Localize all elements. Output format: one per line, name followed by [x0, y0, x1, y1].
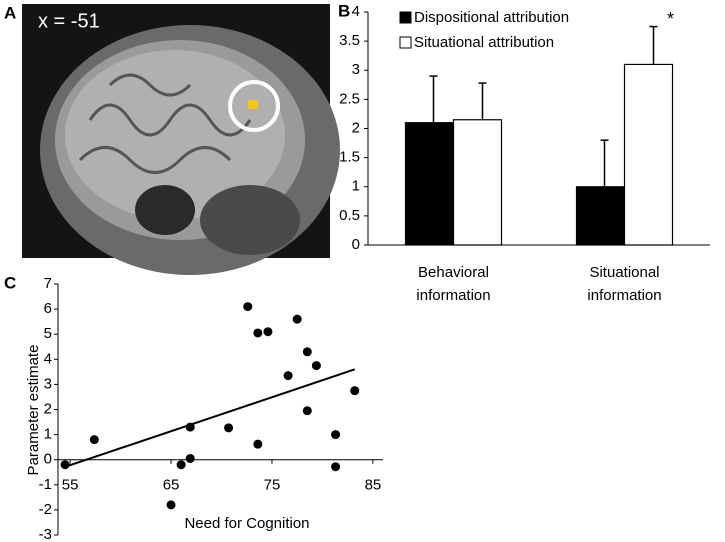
- x-tick-label: 85: [365, 477, 382, 494]
- y-tick-label: 0: [44, 451, 52, 468]
- point: [176, 460, 186, 470]
- y-axis-label: Parameter estimate: [25, 345, 42, 476]
- point: [253, 328, 263, 338]
- y-tick-label: 1: [352, 178, 360, 195]
- x-tick-label: 55: [62, 477, 79, 494]
- legend-label: Situational attribution: [414, 34, 554, 51]
- x-axis-label: Need for Cognition: [184, 515, 309, 532]
- y-tick-label: 3: [352, 61, 360, 78]
- point: [283, 371, 293, 381]
- bar: [404, 122, 455, 246]
- point: [302, 347, 312, 357]
- point: [166, 500, 176, 510]
- legend-swatch: [399, 36, 412, 49]
- y-tick-label: 2: [44, 400, 52, 417]
- y-tick-label: 0.5: [339, 207, 360, 224]
- slice-annotation: x = -51: [38, 10, 100, 32]
- y-tick-label: 5: [44, 325, 52, 342]
- point: [331, 430, 341, 440]
- y-tick-label: 6: [44, 300, 52, 317]
- point: [243, 302, 253, 312]
- fit-line: [63, 368, 356, 469]
- bar: [623, 63, 674, 246]
- y-tick-label: 1: [44, 426, 52, 443]
- y-tick-label: 1.5: [339, 149, 360, 166]
- x-tick-label: Behavioral information: [416, 264, 490, 304]
- x-tick-label: 65: [163, 477, 180, 494]
- point: [89, 435, 99, 445]
- y-tick-label: 7: [44, 275, 52, 292]
- y-tick-label: 0: [352, 236, 360, 253]
- legend-swatch: [399, 11, 412, 24]
- point: [311, 361, 321, 371]
- brain-image: [22, 4, 340, 275]
- y-tick-label: 4: [352, 3, 360, 20]
- point: [185, 453, 195, 463]
- annotation: *: [667, 9, 674, 29]
- panel-label: A: [4, 3, 16, 22]
- point: [350, 386, 360, 396]
- y-tick-label: 3.5: [339, 32, 360, 49]
- y-tick-label: -1: [39, 476, 52, 493]
- y-tick-label: 4: [44, 350, 52, 367]
- point: [253, 439, 263, 449]
- y-tick-label: 3: [44, 375, 52, 392]
- point: [185, 422, 195, 432]
- bar: [575, 186, 626, 246]
- point: [292, 314, 302, 324]
- y-tick-label: 2: [352, 119, 360, 136]
- x-tick-label: 75: [264, 477, 281, 494]
- point: [224, 423, 234, 433]
- y-tick-label: -3: [39, 526, 52, 542]
- bar: [452, 119, 503, 246]
- legend-label: Dispositional attribution: [414, 9, 569, 26]
- x-tick-label: Situational information: [587, 264, 661, 304]
- y-tick-label: -2: [39, 501, 52, 518]
- point: [331, 462, 341, 472]
- point: [263, 327, 273, 337]
- panel-label: C: [4, 273, 16, 292]
- panel-label: B: [338, 1, 350, 20]
- point: [60, 460, 70, 470]
- point: [302, 406, 312, 416]
- y-tick-label: 2.5: [339, 90, 360, 107]
